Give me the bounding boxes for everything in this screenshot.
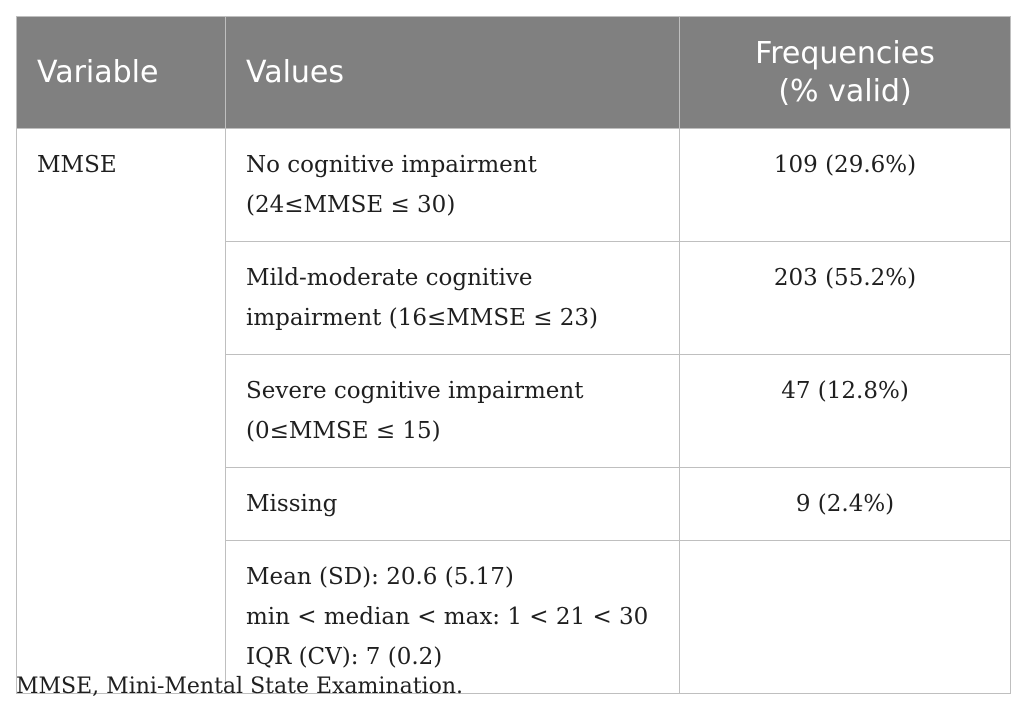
table-row: Severe cognitive impairment (0≤MMSE ≤ 15… — [17, 354, 1011, 468]
value-line: (24≤MMSE ≤ 30) — [246, 192, 456, 218]
value-line: Mean (SD): 20.6 (5.17) — [246, 564, 514, 590]
value-cell: Missing — [225, 467, 680, 541]
value-line: (0≤MMSE ≤ 15) — [246, 418, 441, 444]
header-row: Variable Values Frequencies (% valid) — [16, 16, 1011, 129]
value-line: impairment (16≤MMSE ≤ 23) — [246, 305, 599, 331]
frequency-cell: 203 (55.2%) — [679, 241, 1011, 355]
value-line: Severe cognitive impairment — [246, 378, 584, 404]
value-line: IQR (CV): 7 (0.2) — [246, 644, 443, 670]
mmse-table: Variable Values Frequencies (% valid) MM… — [16, 16, 1011, 694]
table-row: Missing 9 (2.4%) — [17, 467, 1011, 541]
header-variable: Variable — [16, 16, 226, 129]
table-row: MMSE No cognitive impairment (24≤MMSE ≤ … — [16, 128, 1011, 694]
frequency-cell: 109 (29.6%) — [679, 128, 1011, 242]
value-line: Missing — [246, 491, 338, 517]
value-line: min < median < max: 1 < 21 < 30 — [246, 604, 649, 630]
frequency-cell: 9 (2.4%) — [679, 467, 1011, 541]
value-cell: Mild-moderate cognitive impairment (16≤M… — [225, 241, 680, 355]
header-frequencies-line1: Frequencies — [755, 35, 935, 71]
header-values: Values — [225, 16, 680, 129]
value-cell: Severe cognitive impairment (0≤MMSE ≤ 15… — [225, 354, 680, 468]
table-row: Mean (SD): 20.6 (5.17) min < median < ma… — [17, 540, 1011, 694]
value-line: No cognitive impairment — [246, 152, 537, 178]
value-cell: No cognitive impairment (24≤MMSE ≤ 30) — [225, 128, 680, 242]
header-frequencies-line2: (% valid) — [778, 73, 912, 109]
value-cell: Mean (SD): 20.6 (5.17) min < median < ma… — [225, 540, 680, 694]
header-frequencies: Frequencies (% valid) — [679, 16, 1011, 129]
frequency-cell: 47 (12.8%) — [679, 354, 1011, 468]
variable-cell: MMSE — [16, 128, 226, 694]
table-footnote: MMSE, Mini-Mental State Examination. — [16, 674, 464, 699]
value-line: Mild-moderate cognitive — [246, 265, 533, 291]
frequency-cell — [679, 540, 1011, 694]
